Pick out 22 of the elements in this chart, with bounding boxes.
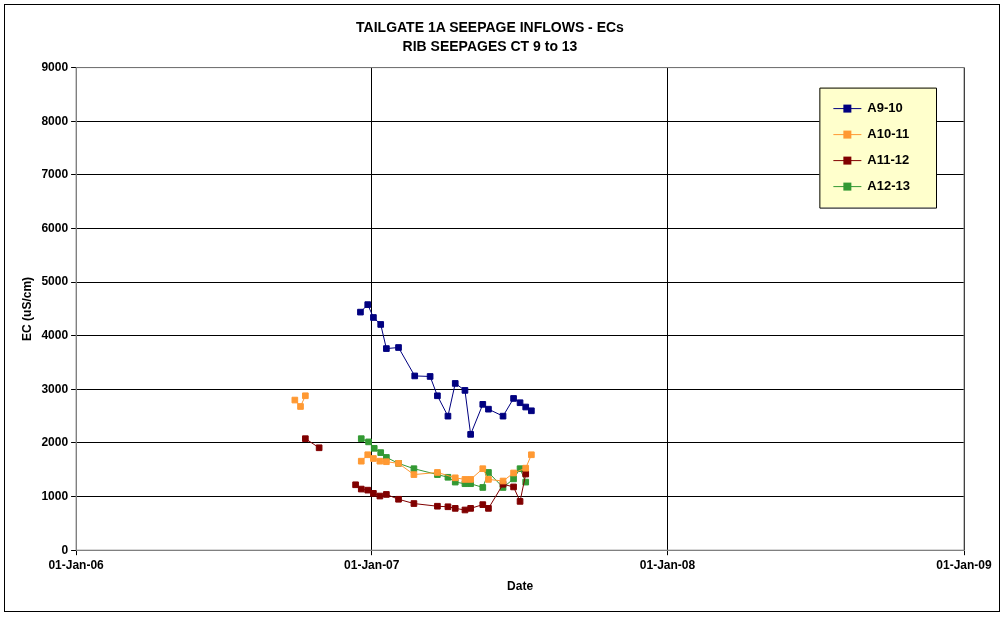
x-tick-label: 01-Jan-06	[48, 557, 105, 572]
legend-label: A11-12	[867, 152, 910, 168]
legend-label: A12-13	[867, 178, 910, 194]
legend-label: A9-10	[867, 100, 903, 116]
chart-subtitle: RIB SEEPAGES CT 9 to 13	[402, 38, 578, 55]
y-tick-label: 1000	[41, 488, 69, 503]
y-tick-label: 8000	[41, 113, 69, 128]
legend-label: A10-11	[867, 126, 910, 142]
y-tick-label: 6000	[41, 220, 69, 235]
x-tick-label: 01-Jan-09	[936, 557, 992, 572]
chart-title: TAILGATE 1A SEEPAGE INFLOWS - ECs	[356, 19, 625, 36]
y-tick-label: 0	[61, 542, 69, 557]
y-tick-label: 5000	[41, 274, 69, 289]
y-tick-label: 9000	[41, 59, 69, 74]
y-tick-label: 2000	[41, 435, 69, 450]
y-axis-title: EC (uS/cm)	[19, 276, 34, 341]
x-tick-label: 01-Jan-08	[639, 557, 696, 572]
x-axis-title: Date	[507, 579, 534, 594]
y-tick-label: 4000	[41, 328, 69, 343]
y-tick-label: 7000	[41, 167, 69, 182]
y-tick-label: 3000	[41, 381, 69, 396]
x-tick-label: 01-Jan-07	[344, 557, 400, 572]
